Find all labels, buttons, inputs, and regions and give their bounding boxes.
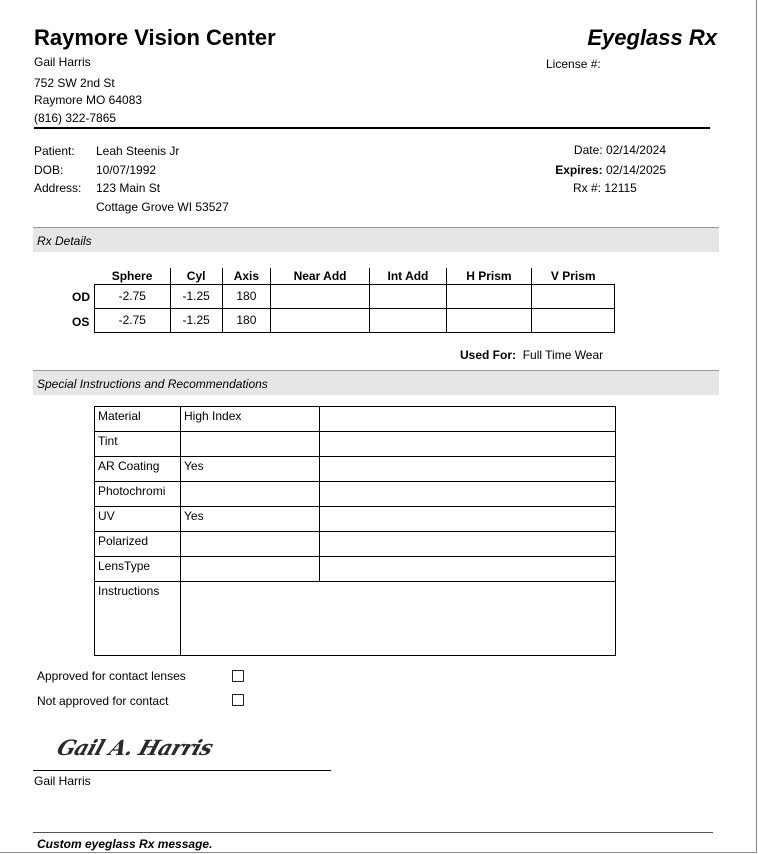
table-row: Tint: [94, 431, 616, 457]
rx-table: Sphere Cyl Axis Near Add Int Add H Prism…: [94, 268, 616, 333]
dob-label: DOB:: [34, 163, 64, 177]
not-approved-contacts-label: Not approved for contact: [37, 694, 169, 708]
od-label: OD: [72, 290, 90, 304]
license-label: License #:: [546, 57, 601, 71]
column-header: H Prism: [445, 268, 532, 285]
table-row: LensType: [94, 556, 616, 582]
address-label: Address:: [34, 181, 82, 195]
dob-value: 10/07/1992: [96, 163, 157, 177]
row-value: High Index: [180, 406, 320, 432]
row-value: [180, 431, 320, 457]
table-row-os: -2.75 -1.25 180: [94, 307, 616, 333]
special-instructions-header: Special Instructions and Recommendations: [33, 370, 719, 395]
used-for-label: Used For:: [460, 348, 517, 362]
date-value: 02/14/2024: [605, 143, 666, 157]
cell: -2.75: [94, 283, 171, 309]
cell: -1.25: [169, 307, 223, 333]
rx-expires: Expires: 02/14/2025: [555, 163, 666, 177]
cell: [445, 307, 532, 333]
cell: [369, 307, 447, 333]
footer-divider: [33, 832, 713, 833]
row-value: [180, 556, 320, 582]
patient-address-1: 123 Main St: [96, 181, 161, 195]
approved-contacts-label: Approved for contact lenses: [37, 669, 186, 683]
row-label: AR Coating: [94, 456, 181, 482]
cell: [319, 531, 616, 557]
rx-date: Date: 02/14/2024: [574, 143, 666, 157]
row-label: LensType: [94, 556, 181, 582]
row-label: Tint: [94, 431, 181, 457]
column-header: V Prism: [530, 268, 615, 285]
section-title: Rx Details: [37, 234, 92, 248]
cell: -2.75: [94, 307, 171, 333]
table-row-od: -2.75 -1.25 180: [94, 283, 616, 309]
table-row: Polarized: [94, 531, 616, 557]
row-label: UV: [94, 506, 181, 532]
cell: [319, 506, 616, 532]
column-header: Sphere: [94, 268, 171, 285]
signer-name: Gail Harris: [34, 774, 91, 788]
signature: Gail A. Harris: [53, 735, 217, 760]
clinic-address-2: Raymore MO 64083: [34, 93, 143, 107]
used-for: Used For: Full Time Wear: [460, 348, 603, 362]
clinic-phone: (816) 322-7865: [34, 111, 117, 125]
rx-number: Rx #: 12115: [573, 181, 637, 195]
instructions-row: Instructions: [94, 581, 616, 656]
clinic-address-1: 752 SW 2nd St: [34, 76, 115, 90]
used-for-value: Full Time Wear: [522, 348, 604, 362]
column-header: Near Add: [270, 268, 371, 285]
column-header: Axis: [221, 268, 272, 285]
rx-number-label: Rx #:: [573, 181, 602, 195]
row-value: Yes: [180, 506, 320, 532]
patient-label: Patient:: [34, 144, 75, 158]
cell: [369, 283, 447, 309]
not-approved-contacts-checkbox[interactable]: [232, 694, 244, 706]
column-header: Int Add: [369, 268, 447, 285]
special-instructions-table: Material High Index Tint AR Coating Yes Ph…: [94, 406, 616, 656]
section-title: Special Instructions and Recommendations: [37, 377, 268, 391]
cell: -1.25: [169, 283, 223, 309]
cell: [319, 481, 616, 507]
cell: [319, 456, 616, 482]
row-value: [180, 531, 320, 557]
row-label: Polarized: [94, 531, 181, 557]
cell: [319, 556, 616, 582]
column-header: Cyl: [169, 268, 223, 285]
expires-value: 02/14/2025: [605, 163, 666, 177]
row-label: Instructions: [94, 581, 181, 656]
row-value: [180, 481, 320, 507]
expires-label: Expires:: [555, 163, 603, 177]
cell: [530, 283, 616, 309]
table-row: UV Yes: [94, 506, 616, 532]
document-title: Eyeglass Rx: [587, 25, 717, 50]
cell: [445, 283, 532, 309]
date-label: Date:: [573, 143, 603, 157]
footer-message: Custom eyeglass Rx message.: [37, 837, 213, 851]
row-label: Photochromi: [94, 481, 181, 507]
cell: [319, 406, 616, 432]
table-row: AR Coating Yes: [94, 456, 616, 482]
os-label: OS: [72, 315, 90, 329]
cell: 180: [221, 283, 272, 309]
table-row: Material High Index: [94, 406, 616, 432]
approved-contacts-checkbox[interactable]: [232, 670, 244, 682]
cell: [270, 283, 371, 309]
row-value: Yes: [180, 456, 320, 482]
rx-details-header: Rx Details: [33, 227, 719, 252]
cell: 180: [221, 307, 272, 333]
row-label: Material: [94, 406, 181, 432]
table-row: Photochromi: [94, 481, 616, 507]
doctor-name: Gail Harris: [34, 55, 91, 69]
instructions-value: [180, 581, 616, 656]
cell: [270, 307, 371, 333]
cell: [530, 307, 616, 333]
signature-line: [33, 770, 331, 771]
rx-number-value: 12115: [604, 181, 637, 195]
patient-address-2: Cottage Grove WI 53527: [96, 200, 229, 214]
clinic-name: Raymore Vision Center: [34, 25, 276, 50]
patient-name: Leah Steenis Jr: [96, 144, 180, 158]
header-divider: [34, 127, 710, 129]
cell: [319, 431, 616, 457]
